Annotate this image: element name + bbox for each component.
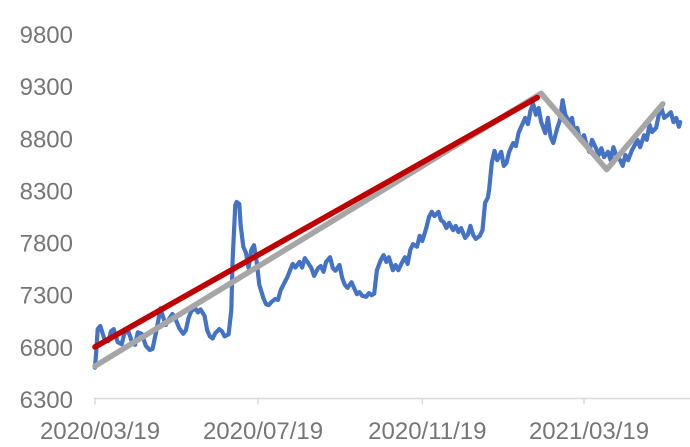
y-axis-tick-label: 6300 bbox=[20, 387, 73, 414]
trendline-series-line bbox=[92, 94, 541, 350]
x-axis-tick-label: 2020/03/19 bbox=[40, 418, 160, 445]
trend-channel-series-line bbox=[92, 90, 666, 369]
x-axis-tick-label: 2020/11/19 bbox=[368, 418, 486, 445]
x-axis-tick-label: 2020/07/19 bbox=[203, 418, 323, 445]
y-axis-tick-label: 6800 bbox=[20, 335, 73, 362]
y-axis-tick-label: 7300 bbox=[20, 283, 73, 310]
y-axis-tick-label: 9800 bbox=[20, 22, 73, 49]
y-axis-tick-label: 7800 bbox=[20, 231, 73, 258]
y-axis-tick-label: 9300 bbox=[20, 74, 73, 101]
x-axis-tick-label: 2021/03/19 bbox=[529, 418, 649, 445]
daily-price-series-line bbox=[92, 98, 683, 370]
y-axis-tick-label: 8800 bbox=[20, 126, 73, 153]
y-axis-tick-label: 8300 bbox=[20, 178, 73, 205]
